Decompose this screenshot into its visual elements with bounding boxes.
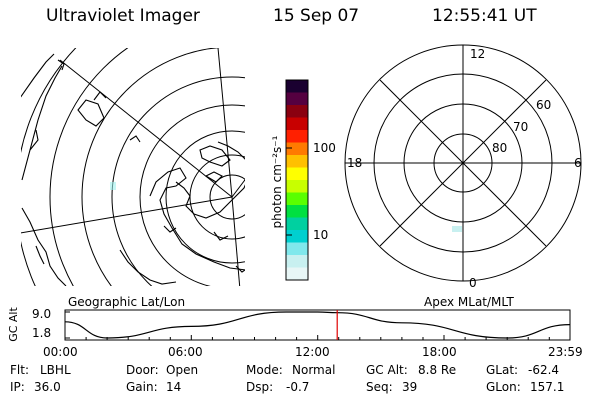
xtick-1800: 18:00 bbox=[422, 345, 457, 359]
colorbar-label-100: 100 bbox=[313, 141, 336, 155]
altitude-ytick-1-8: 1.8 bbox=[32, 326, 52, 340]
mlat-label-80: 80 bbox=[492, 141, 508, 155]
gc-alt-label: GC Alt: bbox=[366, 363, 408, 377]
instrument-title: Ultraviolet Imager bbox=[46, 6, 200, 26]
ip-value: 36.0 bbox=[34, 380, 61, 394]
gain-value: 14 bbox=[166, 380, 182, 394]
colorbar bbox=[286, 80, 308, 281]
geo-aurora-speck bbox=[110, 182, 116, 190]
colorbar-band bbox=[286, 167, 308, 181]
xtick-1200: 12:00 bbox=[295, 345, 330, 359]
altitude-series-line bbox=[64, 311, 571, 339]
glat-label: GLat: bbox=[486, 363, 519, 377]
date-label: 15 Sep 07 bbox=[273, 6, 360, 26]
xtick-0600: 06:00 bbox=[168, 345, 203, 359]
door-label: Door: bbox=[126, 363, 159, 377]
glon-label: GLon: bbox=[486, 380, 521, 394]
coastlines bbox=[21, 53, 245, 286]
mlt-label-0: 0 bbox=[469, 276, 477, 290]
mlt-label-6: 6 bbox=[574, 156, 582, 170]
polar-diagonal-2 bbox=[379, 79, 547, 247]
mode-label: Mode: bbox=[246, 363, 283, 377]
gain-label: Gain: bbox=[126, 380, 158, 394]
polar-plot bbox=[344, 44, 582, 282]
filter-label: Flt: bbox=[10, 363, 29, 377]
seq-value: 39 bbox=[402, 380, 418, 394]
door-value: Open bbox=[166, 363, 199, 377]
colorbar-band bbox=[286, 142, 308, 156]
gc-alt-value: 8.8 Re bbox=[418, 363, 457, 377]
mlt-label-12: 12 bbox=[470, 47, 486, 61]
colorbar-band bbox=[286, 155, 308, 168]
filter-value: LBHL bbox=[40, 363, 71, 377]
mode-value: Normal bbox=[292, 363, 336, 377]
colorbar-band bbox=[286, 267, 308, 281]
geographic-caption: Geographic Lat/Lon bbox=[68, 295, 186, 309]
colorbar-band bbox=[286, 230, 308, 243]
mlt-label-18: 18 bbox=[347, 156, 363, 170]
colorbar-band bbox=[286, 92, 308, 106]
colorbar-band bbox=[286, 130, 308, 143]
time-label: 12:55:41 UT bbox=[432, 6, 537, 26]
colorbar-band bbox=[286, 80, 308, 93]
glon-value: 157.1 bbox=[530, 380, 565, 394]
geographic-map bbox=[21, 48, 245, 286]
glat-value: -62.4 bbox=[528, 363, 560, 377]
colorbar-band bbox=[286, 255, 308, 268]
xtick-0000: 00:00 bbox=[43, 345, 78, 359]
colorbar-band bbox=[286, 192, 308, 206]
colorbar-label-10: 10 bbox=[313, 228, 329, 242]
colorbar-unit-label: photon cm⁻²s⁻¹ bbox=[270, 135, 284, 229]
seq-label: Seq: bbox=[366, 380, 393, 394]
altitude-panel bbox=[64, 309, 571, 341]
colorbar-band bbox=[286, 180, 308, 193]
apex-caption: Apex MLat/MLT bbox=[424, 295, 514, 309]
mlat-label-60: 60 bbox=[536, 98, 552, 112]
colorbar-band bbox=[286, 105, 308, 118]
dsp-label: Dsp: bbox=[246, 380, 274, 394]
colorbar-band bbox=[286, 217, 308, 231]
colorbar-frame bbox=[285, 79, 309, 281]
mlat-label-70: 70 bbox=[513, 120, 529, 134]
altitude-ylabel: GC Alt bbox=[6, 307, 20, 342]
colorbar-band bbox=[286, 242, 308, 256]
xtick-2359: 23:59 bbox=[548, 345, 583, 359]
meridian-lines bbox=[21, 48, 245, 286]
altitude-ytick-9: 9.0 bbox=[32, 307, 52, 321]
polar-aurora-speck bbox=[452, 226, 462, 232]
dsp-value: -0.7 bbox=[286, 380, 310, 394]
colorbar-band bbox=[286, 205, 308, 218]
colorbar-band bbox=[286, 117, 308, 131]
ip-label: IP: bbox=[10, 380, 25, 394]
